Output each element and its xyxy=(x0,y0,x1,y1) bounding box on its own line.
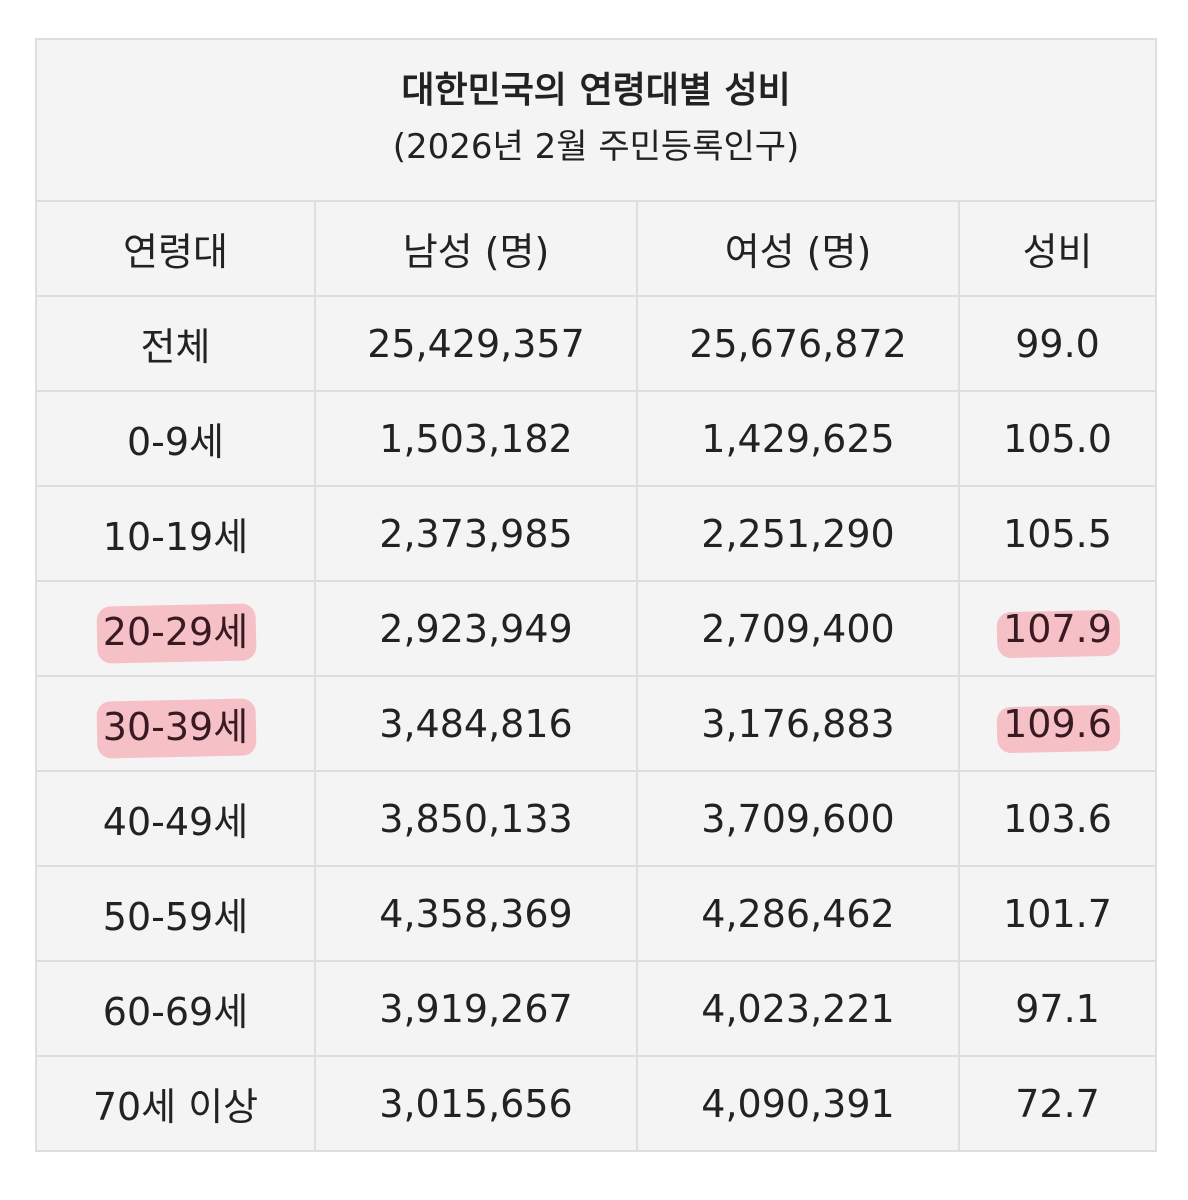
cell-male: 3,484,816 xyxy=(314,675,638,772)
cell-male: 2,923,949 xyxy=(314,580,638,677)
cell-ratio-text: 109.6 xyxy=(1003,701,1112,746)
cell-age: 10-19세 xyxy=(35,485,316,582)
cell-male: 2,373,985 xyxy=(314,485,638,582)
table-row: 30-39세 3,484,816 3,176,883 109.6 xyxy=(35,675,1158,772)
cell-female: 25,676,872 xyxy=(636,295,960,392)
cell-ratio: 72.7 xyxy=(957,1055,1158,1152)
cell-age: 전체 xyxy=(35,295,316,392)
cell-female: 2,251,290 xyxy=(636,485,960,582)
table-row: 50-59세 4,358,369 4,286,462 101.7 xyxy=(35,865,1158,962)
cell-female: 4,090,391 xyxy=(636,1055,960,1152)
highlight-mark: 30-39세 xyxy=(103,696,248,751)
highlight-mark: 107.9 xyxy=(1003,607,1112,651)
highlight-mark: 109.6 xyxy=(1003,702,1112,746)
cell-age: 20-29세 xyxy=(35,580,316,677)
cell-ratio: 99.0 xyxy=(957,295,1158,392)
cell-age: 40-49세 xyxy=(35,770,316,867)
highlight-mark: 20-29세 xyxy=(103,601,248,656)
table-row: 40-49세 3,850,133 3,709,600 103.6 xyxy=(35,770,1158,867)
cell-male: 4,358,369 xyxy=(314,865,638,962)
cell-male: 3,850,133 xyxy=(314,770,638,867)
table-row: 0-9세 1,503,182 1,429,625 105.0 xyxy=(35,390,1158,487)
table-row: 전체 25,429,357 25,676,872 99.0 xyxy=(35,295,1158,392)
cell-ratio: 105.0 xyxy=(957,390,1158,487)
cell-age-text: 30-39세 xyxy=(102,705,249,749)
cell-female: 1,429,625 xyxy=(636,390,960,487)
table-row: 70세 이상 3,015,656 4,090,391 72.7 xyxy=(35,1055,1158,1152)
table-row: 10-19세 2,373,985 2,251,290 105.5 xyxy=(35,485,1158,582)
cell-male: 3,015,656 xyxy=(314,1055,638,1152)
cell-female: 4,023,221 xyxy=(636,960,960,1057)
cell-age: 0-9세 xyxy=(35,390,316,487)
table-title: 대한민국의 연령대별 성비 xyxy=(401,69,791,111)
table-subtitle: (2026년 2월 주민등록인구) xyxy=(392,126,800,167)
cell-ratio-text: 107.9 xyxy=(1003,606,1112,651)
header-ratio: 성비 xyxy=(957,200,1158,297)
cell-ratio: 105.5 xyxy=(957,485,1158,582)
header-age: 연령대 xyxy=(35,200,316,297)
cell-female: 4,286,462 xyxy=(636,865,960,962)
cell-age: 30-39세 xyxy=(35,675,316,772)
table-row: 60-69세 3,919,267 4,023,221 97.1 xyxy=(35,960,1158,1057)
cell-age: 50-59세 xyxy=(35,865,316,962)
cell-ratio: 97.1 xyxy=(957,960,1158,1057)
sex-ratio-table: 대한민국의 연령대별 성비 (2026년 2월 주민등록인구) 연령대 남성 (… xyxy=(34,38,1158,1152)
table-row: 20-29세 2,923,949 2,709,400 107.9 xyxy=(35,580,1158,677)
cell-age: 60-69세 xyxy=(35,960,316,1057)
cell-male: 1,503,182 xyxy=(314,390,638,487)
cell-ratio: 103.6 xyxy=(957,770,1158,867)
cell-age: 70세 이상 xyxy=(35,1055,316,1152)
cell-ratio: 109.6 xyxy=(957,675,1158,772)
cell-male: 25,429,357 xyxy=(314,295,638,392)
header-female: 여성 (명) xyxy=(636,200,960,297)
sex-ratio-table-container: 대한민국의 연령대별 성비 (2026년 2월 주민등록인구) 연령대 남성 (… xyxy=(34,38,1158,1152)
header-male: 남성 (명) xyxy=(314,200,638,297)
table-caption: 대한민국의 연령대별 성비 (2026년 2월 주민등록인구) xyxy=(34,38,1158,202)
header-row: 연령대 남성 (명) 여성 (명) 성비 xyxy=(35,200,1158,297)
cell-ratio: 107.9 xyxy=(957,580,1158,677)
cell-ratio: 101.7 xyxy=(957,865,1158,962)
cell-age-text: 20-29세 xyxy=(102,610,249,654)
cell-female: 3,709,600 xyxy=(636,770,960,867)
cell-female: 2,709,400 xyxy=(636,580,960,677)
cell-male: 3,919,267 xyxy=(314,960,638,1057)
cell-female: 3,176,883 xyxy=(636,675,960,772)
